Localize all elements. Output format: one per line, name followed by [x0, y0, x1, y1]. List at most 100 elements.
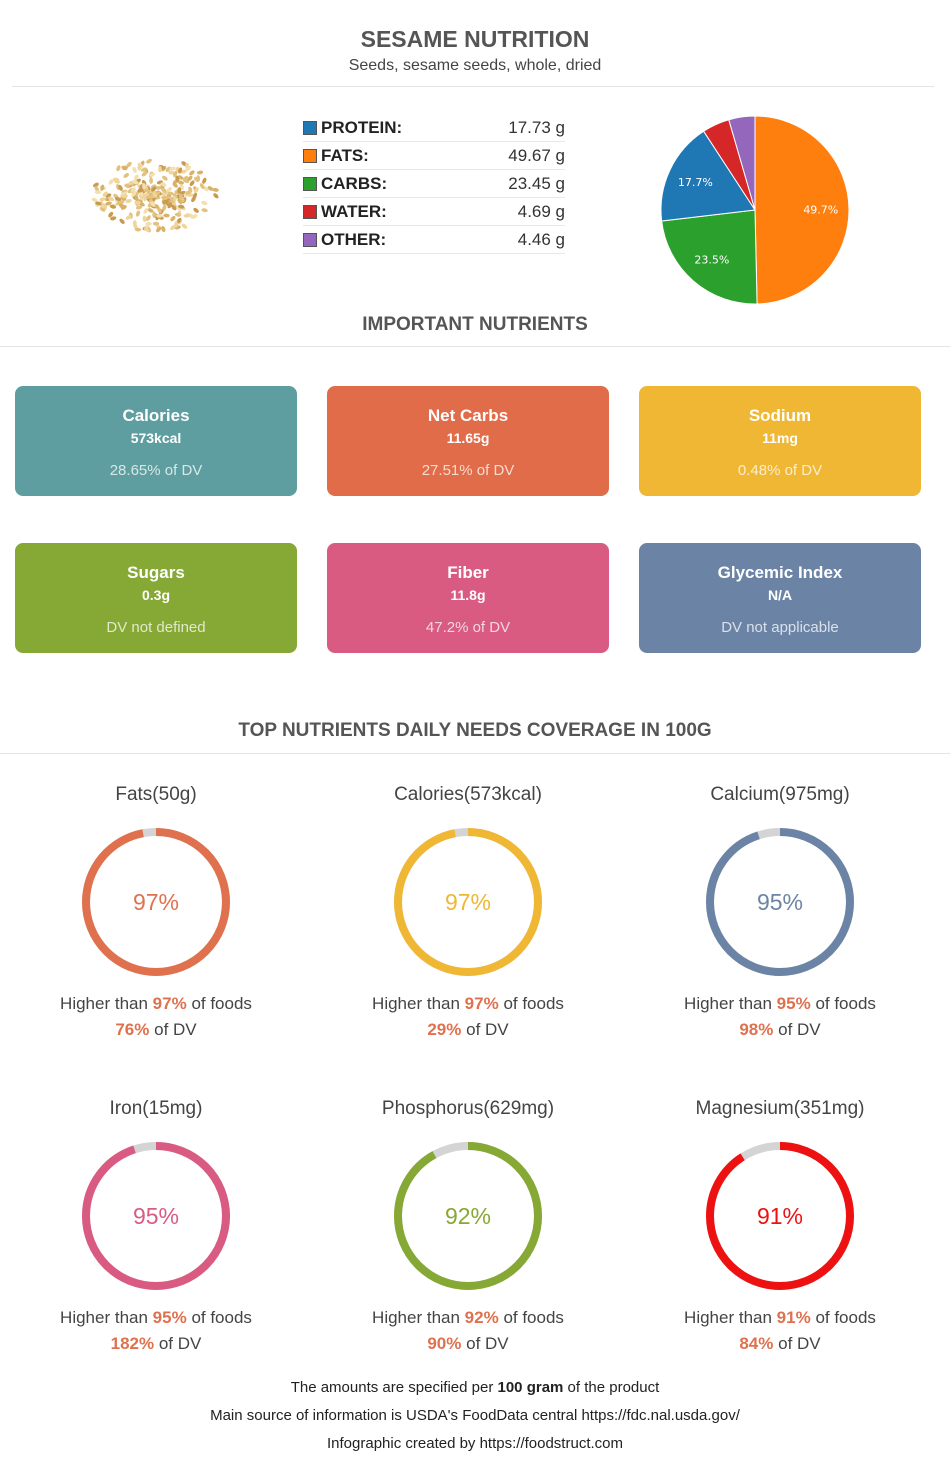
gauge-ring: 92%: [394, 1142, 542, 1290]
rank-prefix: Higher than: [372, 994, 460, 1013]
dv-suffix: of DV: [778, 1020, 821, 1039]
gauge-dv: 29% of DV: [312, 1020, 624, 1040]
rank-prefix: Higher than: [372, 1308, 460, 1327]
card-name: Sodium: [748, 406, 812, 425]
card-value: 11.8g: [450, 587, 486, 603]
card-name: Calories: [122, 406, 190, 425]
pie-slice: [728, 115, 756, 211]
gauge-arc: [82, 1142, 230, 1290]
macro-value: 4.69 g: [517, 201, 565, 221]
dv-value: 76%: [115, 1020, 150, 1039]
gauge-arc: [394, 1142, 542, 1290]
header-divider: [12, 86, 934, 87]
gauge-dv: 90% of DV: [312, 1334, 624, 1354]
rank-suffix: of foods: [503, 1308, 564, 1327]
dv-suffix: of DV: [778, 1334, 821, 1353]
card-value: N/A: [767, 587, 793, 603]
gauge-ring: 95%: [706, 828, 854, 976]
coverage-title: TOP NUTRIENTS DAILY NEEDS COVERAGE IN 10…: [238, 720, 712, 741]
nutrient-card: Net Carbs 11.65g 27.51% of DV: [327, 386, 609, 496]
macro-swatch: [303, 232, 317, 247]
macro-row: FATS: 49.67 g: [303, 142, 565, 170]
macro-row: PROTEIN: 17.73 g: [303, 114, 565, 142]
pie-slice-label: 49.7%: [803, 203, 838, 216]
gauge-percent: 97%: [445, 889, 491, 915]
gauge-ring: 97%: [394, 828, 542, 976]
macro-label: OTHER:: [321, 229, 387, 249]
pie-slice-label: 23.5%: [694, 254, 729, 267]
coverage-gauge: Magnesium(351mg) 91% Higher than 91% of fo…: [624, 1098, 936, 1354]
footer-note-pre: The amounts are specified per: [290, 1379, 494, 1396]
gauge-percent: 95%: [133, 1203, 179, 1229]
card-value: 573kcal: [130, 430, 182, 446]
rank-value: 95%: [776, 994, 811, 1013]
pie-slice-label: 17.7%: [678, 176, 713, 189]
dv-value: 29%: [427, 1020, 462, 1039]
card-name: Fiber: [447, 563, 489, 582]
gauge-rank: Higher than 91% of foods: [624, 1308, 936, 1328]
gauge-title: Calcium(975mg): [710, 784, 850, 805]
gauge-rank: Higher than 95% of foods: [624, 994, 936, 1014]
macro-pie-chart: 49.7% 23.5% 17.7%: [660, 115, 850, 305]
rank-suffix: of foods: [191, 1308, 252, 1327]
important-nutrients-title: IMPORTANT NUTRIENTS: [362, 314, 588, 335]
macro-swatch: [303, 204, 317, 219]
card-dv: DV not defined: [106, 619, 206, 636]
coverage-gauge: Phosphorus(629mg) 92% Higher than 92% of f…: [312, 1098, 624, 1354]
dv-suffix: of DV: [154, 1020, 197, 1039]
nutrient-card: Sugars 0.3g DV not defined: [15, 543, 297, 653]
gauge-rank: Higher than 95% of foods: [0, 1308, 312, 1328]
rank-value: 91%: [776, 1308, 811, 1327]
gauge-arc: [706, 828, 854, 976]
pie-slice: [661, 209, 758, 305]
rank-value: 97%: [464, 994, 499, 1013]
macro-value: 23.45 g: [508, 173, 565, 193]
macro-row: CARBS: 23.45 g: [303, 170, 565, 198]
nutrient-card: Calories 573kcal 28.65% of DV: [15, 386, 297, 496]
coverage-gauge: Iron(15mg) 95% Higher than 95% of foods 182…: [0, 1098, 312, 1354]
macro-swatch: [303, 120, 317, 135]
coverage-gauge: Fats(50g) 97% Higher than 97% of foods 76% …: [0, 784, 312, 1040]
macro-label: PROTEIN:: [321, 117, 403, 137]
gauge-dv: 182% of DV: [0, 1334, 312, 1354]
gauge-percent: 95%: [757, 889, 803, 915]
card-dv: 47.2% of DV: [425, 619, 511, 636]
macro-swatch: [303, 176, 317, 191]
rank-value: 95%: [152, 1308, 187, 1327]
macro-label: FATS:: [321, 145, 369, 165]
dv-value: 90%: [427, 1334, 462, 1353]
macro-row: WATER: 4.69 g: [303, 198, 565, 226]
gauge-title: Phosphorus(629mg): [381, 1098, 555, 1119]
rank-value: 97%: [152, 994, 187, 1013]
gauge-dv: 84% of DV: [624, 1334, 936, 1354]
macro-swatch: [303, 148, 317, 163]
important-divider: [0, 346, 950, 347]
pie-slice: [660, 130, 756, 222]
gauge-rank: Higher than 92% of foods: [312, 1308, 624, 1328]
gauge-title: Magnesium(351mg): [695, 1098, 865, 1119]
gauge-title: Iron(15mg): [109, 1098, 203, 1119]
card-dv: 27.51% of DV: [421, 462, 515, 479]
dv-value: 84%: [739, 1334, 774, 1353]
macro-value: 17.73 g: [508, 117, 565, 137]
card-dv: 28.65% of DV: [109, 462, 203, 479]
macro-label: CARBS:: [321, 173, 388, 193]
footer-source: Main source of information is USDA's Foo…: [210, 1407, 740, 1424]
gauge-dv: 76% of DV: [0, 1020, 312, 1040]
card-dv: DV not applicable: [721, 619, 839, 636]
rank-prefix: Higher than: [60, 994, 148, 1013]
rank-value: 92%: [464, 1308, 499, 1327]
sesame-seeds-image: [91, 158, 219, 233]
gauge-title: Fats(50g): [115, 784, 197, 805]
coverage-divider: [0, 753, 950, 754]
gauge-arc: [394, 828, 542, 976]
gauge-percent: 92%: [445, 1203, 491, 1229]
coverage-gauge: Calories(573kcal) 97% Higher than 97% of f…: [312, 784, 624, 1040]
rank-suffix: of foods: [815, 1308, 876, 1327]
macro-table: PROTEIN: 17.73 g FATS: 49.67 g CARBS: 23.45 g…: [303, 114, 565, 254]
card-value: 11.65g: [446, 430, 490, 446]
dv-value: 182%: [110, 1334, 155, 1353]
macro-value: 4.46 g: [517, 229, 565, 249]
gauge-rank: Higher than 97% of foods: [0, 994, 312, 1014]
gauge-ring: 91%: [706, 1142, 854, 1290]
